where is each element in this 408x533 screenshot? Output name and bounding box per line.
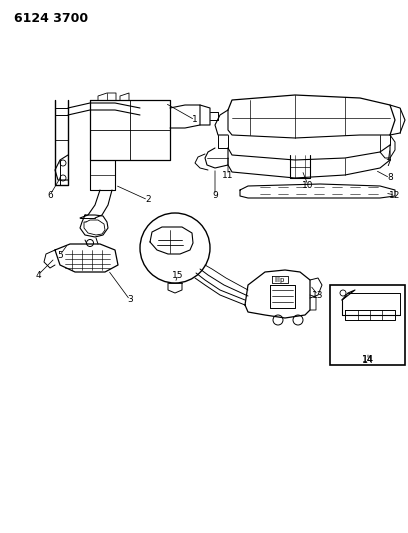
- Text: 13: 13: [312, 290, 324, 300]
- Text: 15: 15: [172, 271, 184, 279]
- Text: 6: 6: [47, 190, 53, 199]
- Text: 12: 12: [389, 190, 401, 199]
- Text: 11: 11: [222, 171, 234, 180]
- Text: 2: 2: [145, 196, 151, 205]
- Circle shape: [60, 175, 66, 181]
- Text: 1: 1: [192, 116, 198, 125]
- Text: 4: 4: [35, 271, 41, 279]
- Text: 6124 3700: 6124 3700: [14, 12, 88, 25]
- Text: 5: 5: [57, 251, 63, 260]
- Bar: [330, 285, 405, 365]
- Circle shape: [140, 213, 210, 283]
- Text: 14: 14: [362, 356, 374, 365]
- Text: 8: 8: [387, 174, 393, 182]
- Text: 14: 14: [362, 355, 374, 365]
- Text: 10: 10: [302, 181, 314, 190]
- Circle shape: [60, 160, 66, 166]
- Text: 7: 7: [385, 158, 391, 167]
- Text: 9: 9: [212, 190, 218, 199]
- Text: Illp: Illp: [275, 277, 285, 283]
- Text: 3: 3: [127, 295, 133, 304]
